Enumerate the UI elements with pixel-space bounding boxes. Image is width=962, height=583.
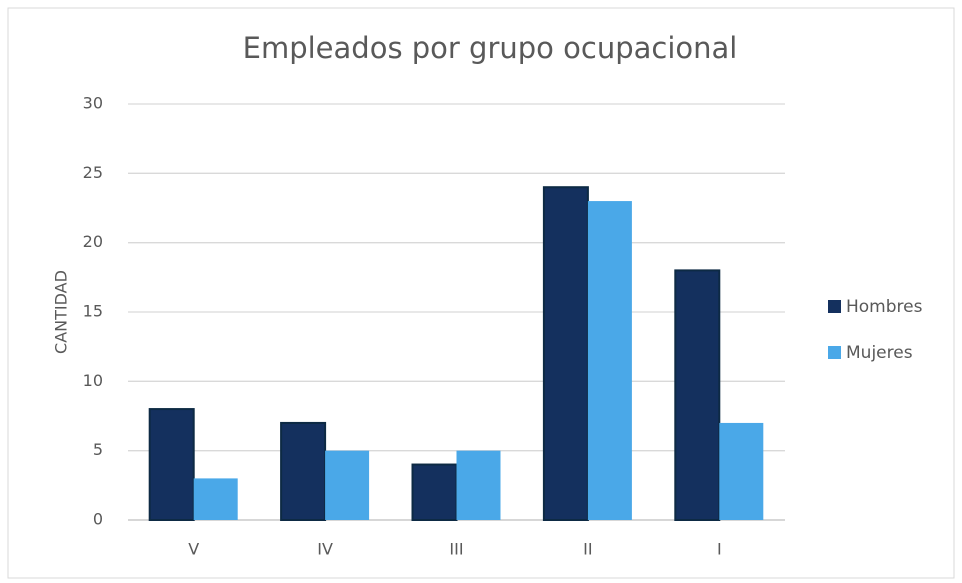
legend-label: Mujeres	[846, 343, 913, 363]
bar	[719, 422, 764, 520]
y-tick-label: 15	[83, 302, 103, 321]
x-tick-label: II	[583, 540, 592, 559]
bar	[456, 450, 501, 520]
legend-swatch	[828, 346, 841, 359]
bar	[674, 269, 721, 521]
bar	[193, 478, 238, 520]
x-tick-label: IV	[317, 540, 333, 559]
bar	[542, 186, 589, 521]
x-tick-label: III	[449, 540, 463, 559]
x-tick-label: I	[717, 540, 722, 559]
legend-swatch	[828, 300, 841, 313]
chart-title: Empleados por grupo ocupacional	[243, 31, 738, 65]
bar	[411, 463, 458, 521]
y-tick-label: 25	[83, 163, 103, 182]
y-tick-label: 0	[93, 510, 103, 529]
y-axis-label: CANTIDAD	[52, 270, 71, 354]
y-tick-label: 10	[83, 371, 103, 390]
bar	[587, 201, 632, 521]
bar	[148, 408, 195, 522]
y-tick-label: 20	[83, 232, 103, 251]
x-tick-label: V	[188, 540, 199, 559]
y-tick-label: 30	[83, 94, 103, 113]
bar	[325, 450, 370, 520]
bar	[280, 421, 327, 521]
y-tick-label: 5	[93, 440, 103, 459]
legend-label: Hombres	[846, 297, 923, 317]
